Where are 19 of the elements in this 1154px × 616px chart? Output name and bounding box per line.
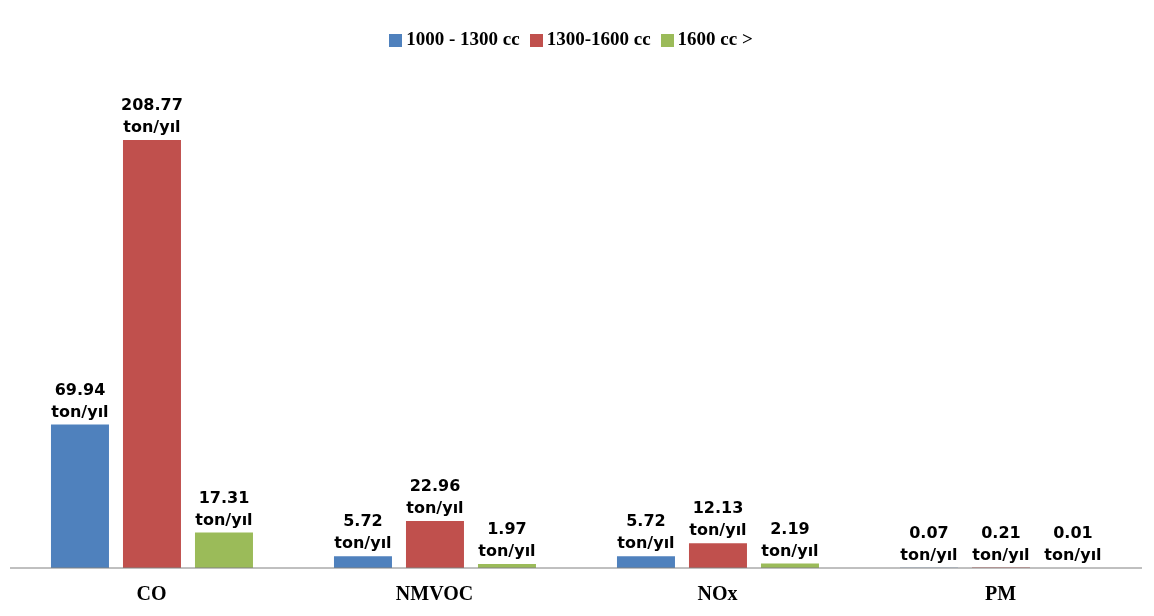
x-tick-label: CO <box>136 582 167 605</box>
x-tick-label: PM <box>984 582 1017 605</box>
data-label: 0.01 ton/yıl <box>1044 522 1102 564</box>
data-label: 22.96 ton/yıl <box>406 475 464 517</box>
data-label: 0.21 ton/yıl <box>972 522 1030 564</box>
x-tick-label: NOx <box>697 582 738 605</box>
legend-label: 1000 - 1300 cc <box>406 28 520 49</box>
data-label: 69.94 ton/yıl <box>51 379 109 421</box>
x-tick-label: NMVOC <box>395 582 474 605</box>
legend-label: 1600 cc > <box>677 28 753 49</box>
data-label: 208.77 ton/yıl <box>121 95 183 136</box>
data-label: 5.72 ton/yıl <box>334 511 392 553</box>
data-label: 5.72 ton/yıl <box>617 511 675 553</box>
data-label: 0.07 ton/yıl <box>900 522 958 564</box>
legend-label: 1300-1600 cc <box>546 28 651 49</box>
data-label: 17.31 ton/yıl <box>195 487 253 529</box>
data-label: 2.19 ton/yıl <box>761 518 819 560</box>
data-label: 1.97 ton/yıl <box>478 518 536 560</box>
data-label: 12.13 ton/yıl <box>689 498 747 540</box>
